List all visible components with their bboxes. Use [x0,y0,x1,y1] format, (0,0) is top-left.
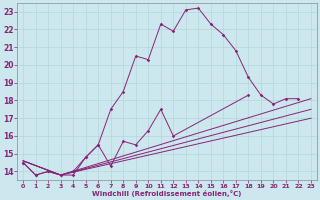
X-axis label: Windchill (Refroidissement éolien,°C): Windchill (Refroidissement éolien,°C) [92,190,242,197]
